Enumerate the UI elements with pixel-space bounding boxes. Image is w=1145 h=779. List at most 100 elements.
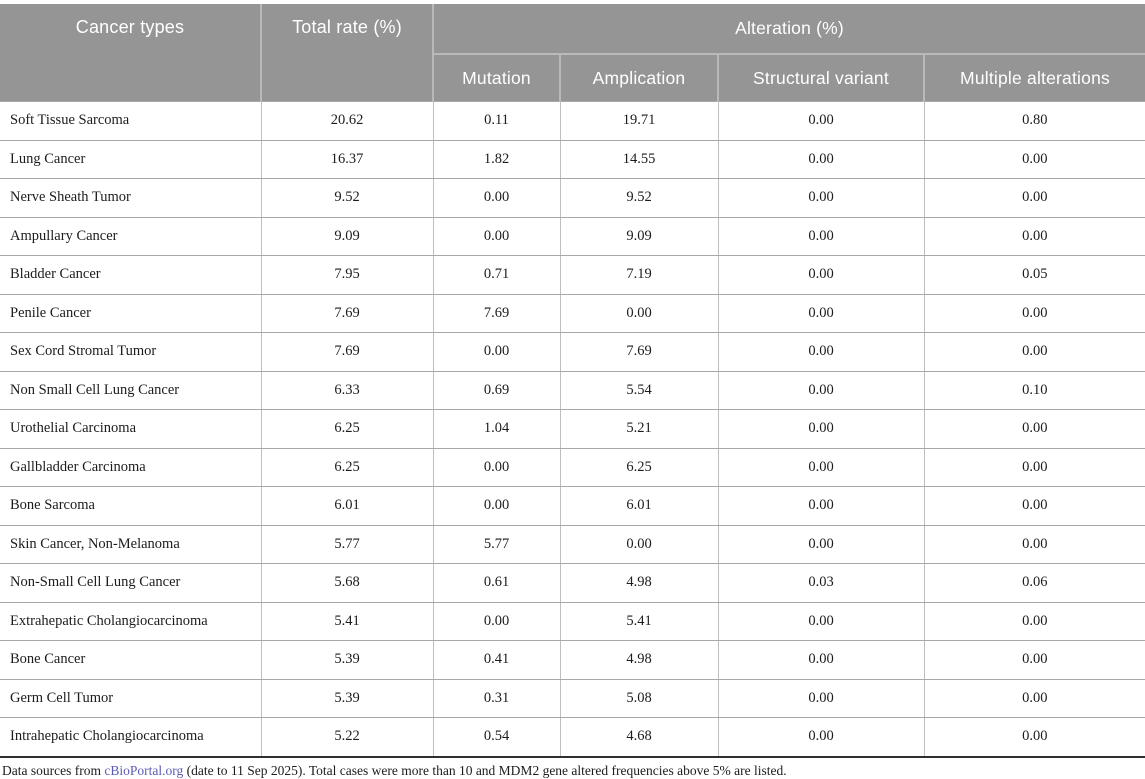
cancer-type-cell: Bladder Cancer (0, 255, 261, 295)
mutation-cell: 0.00 (432, 486, 560, 526)
multiple-alterations-cell: 0.00 (923, 294, 1145, 333)
amplification-cell: 0.00 (559, 294, 718, 333)
multiple-alterations-cell: 0.05 (923, 255, 1145, 295)
mutation-cell: 0.00 (432, 448, 560, 487)
total-rate-cell: 5.39 (260, 640, 433, 680)
table-row: Skin Cancer, Non-Melanoma 5.77 5.77 0.00… (0, 525, 1145, 564)
structural-variant-cell: 0.00 (717, 602, 924, 641)
structural-variant-cell: 0.00 (717, 332, 924, 372)
mutation-cell: 7.69 (432, 294, 560, 333)
multiple-alterations-cell: 0.00 (923, 140, 1145, 179)
multiple-alterations-cell: 0.00 (923, 178, 1145, 218)
cancer-type-cell: Non Small Cell Lung Cancer (0, 371, 261, 410)
mutation-cell: 0.00 (432, 602, 560, 641)
mutation-cell: 0.69 (432, 371, 560, 410)
table-row: Urothelial Carcinoma 6.25 1.04 5.21 0.00… (0, 409, 1145, 449)
multiple-alterations-cell: 0.00 (923, 679, 1145, 718)
cancer-type-cell: Ampullary Cancer (0, 217, 261, 256)
cancer-type-cell: Bone Sarcoma (0, 486, 261, 526)
multiple-alterations-cell: 0.00 (923, 217, 1145, 256)
cbioportal-link[interactable]: cBioPortal.org (104, 762, 184, 778)
cancer-type-cell: Sex Cord Stromal Tumor (0, 332, 261, 372)
multiple-alterations-cell: 0.00 (923, 602, 1145, 641)
total-rate-cell: 5.68 (260, 563, 433, 603)
header-alteration: Alteration (%) (432, 4, 1145, 55)
total-rate-cell: 20.62 (260, 101, 433, 141)
mutation-cell: 0.00 (432, 178, 560, 218)
cancer-type-cell: Non-Small Cell Lung Cancer (0, 563, 261, 603)
table-row: Germ Cell Tumor 5.39 0.31 5.08 0.00 0.00 (0, 679, 1145, 718)
structural-variant-cell: 0.00 (717, 255, 924, 295)
amplification-cell: 19.71 (559, 101, 718, 141)
multiple-alterations-cell: 0.00 (923, 717, 1145, 757)
multiple-alterations-cell: 0.10 (923, 371, 1145, 410)
cancer-type-cell: Germ Cell Tumor (0, 679, 261, 718)
header-total-rate: Total rate (%) (260, 4, 433, 102)
total-rate-cell: 5.39 (260, 679, 433, 718)
cancer-type-cell: Skin Cancer, Non-Melanoma (0, 525, 261, 564)
amplification-cell: 0.00 (559, 525, 718, 564)
cancer-type-cell: Gallbladder Carcinoma (0, 448, 261, 487)
header-multiple-alterations: Multiple alterations (923, 54, 1145, 102)
multiple-alterations-cell: 0.00 (923, 448, 1145, 487)
header-amplication: Amplication (559, 54, 718, 102)
structural-variant-cell: 0.00 (717, 371, 924, 410)
multiple-alterations-cell: 0.00 (923, 332, 1145, 372)
structural-variant-cell: 0.00 (717, 486, 924, 526)
table-row: Bone Sarcoma 6.01 0.00 6.01 0.00 0.00 (0, 486, 1145, 526)
amplification-cell: 9.09 (559, 217, 718, 256)
mutation-cell: 0.11 (432, 101, 560, 141)
amplification-cell: 5.21 (559, 409, 718, 449)
mutation-cell: 0.61 (432, 563, 560, 603)
total-rate-cell: 6.25 (260, 409, 433, 449)
total-rate-cell: 7.95 (260, 255, 433, 295)
amplification-cell: 9.52 (559, 178, 718, 218)
multiple-alterations-cell: 0.80 (923, 101, 1145, 141)
table-row: Soft Tissue Sarcoma 20.62 0.11 19.71 0.0… (0, 101, 1145, 141)
amplification-cell: 5.54 (559, 371, 718, 410)
mutation-cell: 0.00 (432, 217, 560, 256)
table-row: Non-Small Cell Lung Cancer 5.68 0.61 4.9… (0, 563, 1145, 603)
structural-variant-cell: 0.00 (717, 640, 924, 680)
amplification-cell: 6.01 (559, 486, 718, 526)
cancer-type-cell: Urothelial Carcinoma (0, 409, 261, 449)
table-row: Bladder Cancer 7.95 0.71 7.19 0.00 0.05 (0, 255, 1145, 295)
mutation-cell: 1.04 (432, 409, 560, 449)
cancer-type-cell: Soft Tissue Sarcoma (0, 101, 261, 141)
header-mutation: Mutation (432, 54, 560, 102)
structural-variant-cell: 0.00 (717, 140, 924, 179)
mutation-cell: 0.41 (432, 640, 560, 680)
table-row: Sex Cord Stromal Tumor 7.69 0.00 7.69 0.… (0, 332, 1145, 372)
cancer-type-cell: Bone Cancer (0, 640, 261, 680)
total-rate-cell: 5.41 (260, 602, 433, 641)
amplification-cell: 4.98 (559, 563, 718, 603)
amplification-cell: 4.98 (559, 640, 718, 680)
structural-variant-cell: 0.00 (717, 717, 924, 757)
total-rate-cell: 6.01 (260, 486, 433, 526)
cancer-type-cell: Penile Cancer (0, 294, 261, 333)
table-footnote: Data sources from cBioPortal.org (date t… (0, 763, 1145, 779)
cancer-type-cell: Extrahepatic Cholangiocarcinoma (0, 602, 261, 641)
amplification-cell: 14.55 (559, 140, 718, 179)
footnote-prefix: Data sources from (2, 762, 105, 778)
table-header: Cancer types Total rate (%) Alteration (… (0, 4, 1145, 102)
total-rate-cell: 9.09 (260, 217, 433, 256)
mutation-cell: 1.82 (432, 140, 560, 179)
table-row: Non Small Cell Lung Cancer 6.33 0.69 5.5… (0, 371, 1145, 410)
mutation-cell: 5.77 (432, 525, 560, 564)
table-row: Nerve Sheath Tumor 9.52 0.00 9.52 0.00 0… (0, 178, 1145, 218)
total-rate-cell: 7.69 (260, 332, 433, 372)
structural-variant-cell: 0.00 (717, 101, 924, 141)
mutation-cell: 0.54 (432, 717, 560, 757)
multiple-alterations-cell: 0.00 (923, 640, 1145, 680)
structural-variant-cell: 0.00 (717, 178, 924, 218)
table-row: Penile Cancer 7.69 7.69 0.00 0.00 0.00 (0, 294, 1145, 333)
alteration-frequency-table: Cancer types Total rate (%) Alteration (… (0, 4, 1145, 758)
total-rate-cell: 9.52 (260, 178, 433, 218)
amplification-cell: 7.19 (559, 255, 718, 295)
structural-variant-cell: 0.03 (717, 563, 924, 603)
amplification-cell: 7.69 (559, 332, 718, 372)
table-body: Soft Tissue Sarcoma 20.62 0.11 19.71 0.0… (0, 101, 1145, 757)
table-row: Extrahepatic Cholangiocarcinoma 5.41 0.0… (0, 602, 1145, 641)
table-row: Bone Cancer 5.39 0.41 4.98 0.00 0.00 (0, 640, 1145, 680)
